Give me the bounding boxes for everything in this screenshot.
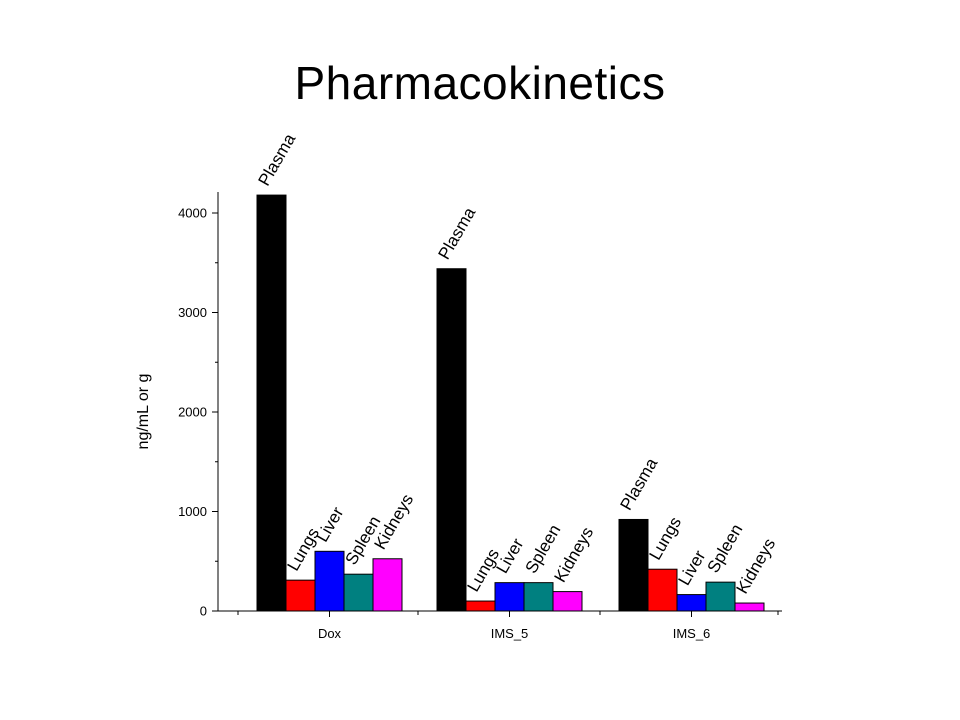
y-tick-label: 0	[200, 604, 207, 619]
x-tick-label: Dox	[318, 626, 342, 641]
bar-kidneys-ims_6	[734, 602, 765, 612]
bar-label: Spleen	[704, 521, 747, 576]
bar-spleen-dox	[343, 573, 374, 612]
bar-spleen-ims_5	[523, 582, 554, 612]
y-tick-label: 2000	[178, 405, 207, 420]
bar-lungs-ims_6	[647, 568, 678, 612]
bar-label: Plasma	[255, 130, 300, 189]
slide-title: Pharmacokinetics	[294, 57, 666, 109]
x-tick-label: IMS_6	[673, 626, 711, 641]
bar-label: Liver	[313, 504, 348, 546]
bar-plasma-dox	[256, 194, 287, 612]
x-tick-label: IMS_5	[491, 626, 529, 641]
bar-lungs-ims_5	[465, 600, 496, 612]
bar-label: Kidneys	[733, 535, 780, 597]
y-axis-label: ng/mL or g	[135, 374, 152, 450]
bar-kidneys-dox	[372, 558, 403, 612]
bar-lungs-dox	[285, 579, 316, 612]
bar-plasma-ims_5	[436, 268, 467, 612]
y-tick-label: 1000	[178, 504, 207, 519]
bar-liver-ims_6	[676, 594, 707, 612]
bar-plasma-ims_6	[618, 518, 649, 612]
y-tick-label: 4000	[178, 206, 207, 221]
bar-spleen-ims_6	[705, 581, 736, 612]
bar-liver-ims_5	[494, 582, 525, 612]
bar-label: Plasma	[617, 454, 662, 513]
bar-kidneys-ims_5	[552, 591, 583, 612]
bar-liver-dox	[314, 550, 345, 612]
y-tick-label: 3000	[178, 305, 207, 320]
bar-label: Lungs	[646, 514, 686, 564]
bar-label: Plasma	[435, 204, 480, 263]
